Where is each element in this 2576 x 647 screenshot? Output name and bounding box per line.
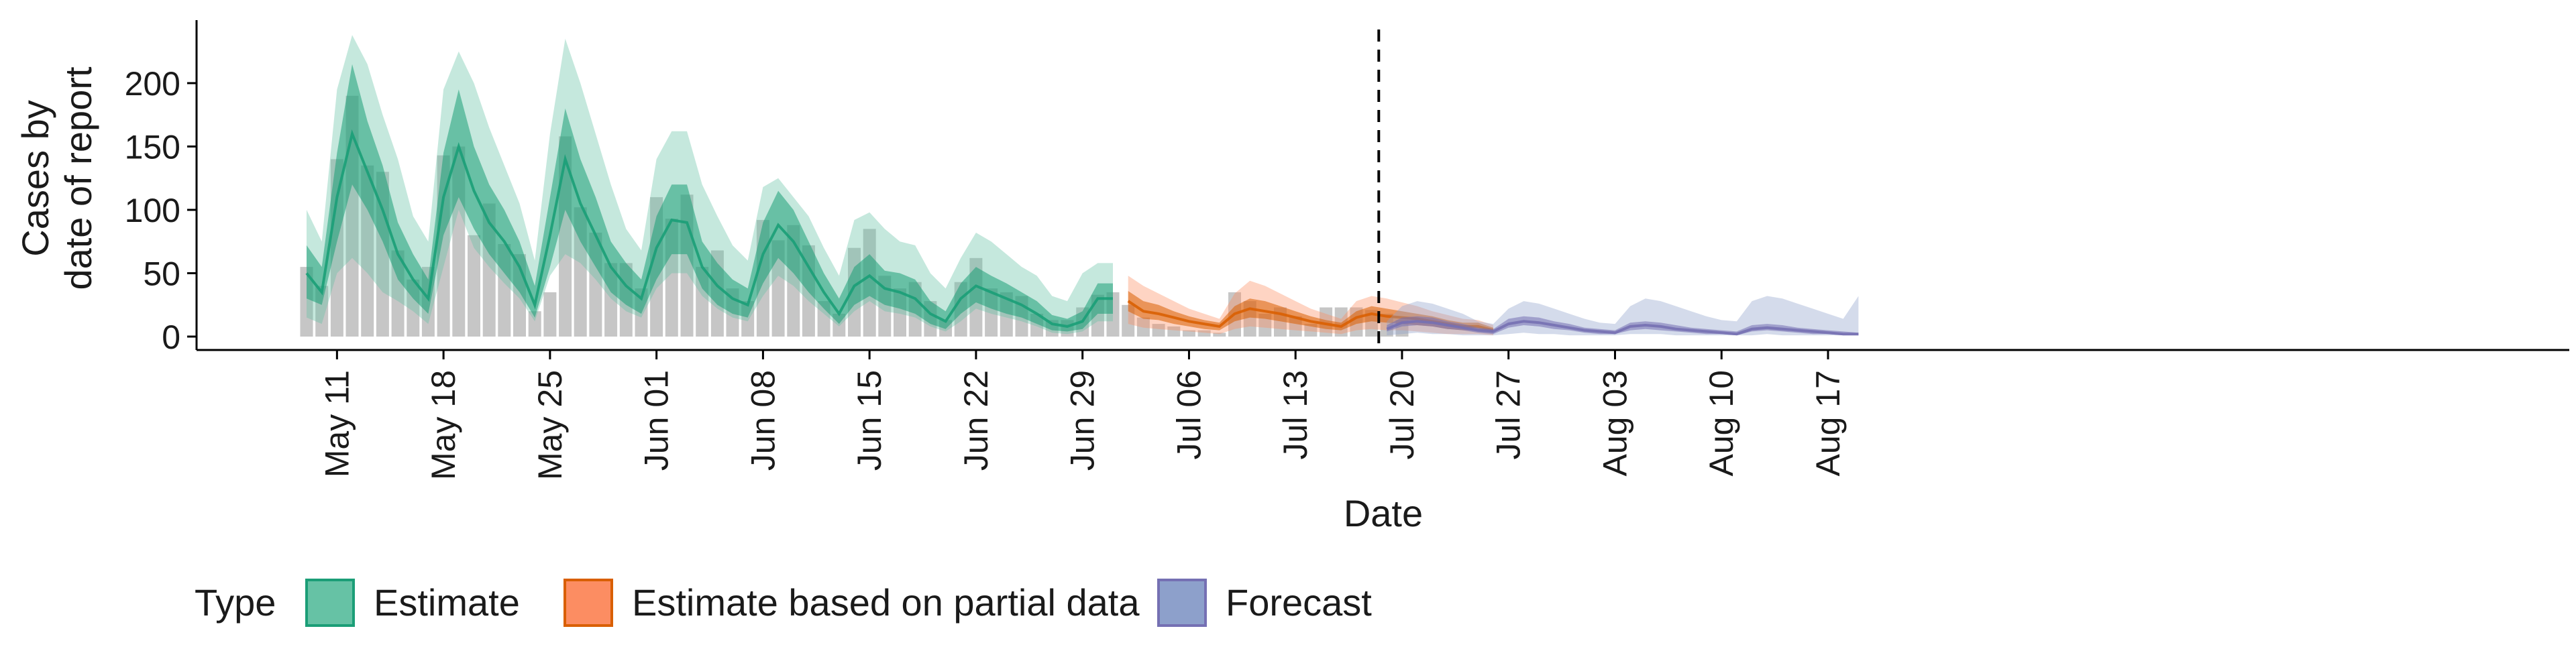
ribbons-layer (305, 35, 1859, 336)
x-tick-label: Aug 03 (1597, 370, 1634, 476)
y-tick-label: 0 (162, 318, 180, 356)
y-tick-label: 200 (125, 65, 180, 103)
series-2-median-line (1386, 320, 1859, 336)
observed-bar (1152, 324, 1165, 337)
legend-label: Estimate based on partial data (632, 581, 1140, 624)
x-tick-label: Jun 01 (638, 370, 676, 471)
observed-bar (1213, 333, 1226, 337)
observed-bar (771, 240, 785, 337)
x-tick-label: Jul 20 (1383, 370, 1421, 459)
y-axis-label-line-2: date of report (57, 66, 99, 290)
x-tick-label: Aug 17 (1809, 370, 1847, 476)
x-axis-label: Date (1344, 492, 1423, 534)
observed-bar (1122, 304, 1135, 337)
observed-bar (1182, 330, 1195, 337)
y-tick-label: 50 (143, 255, 180, 293)
x-tick-label: Jul 06 (1170, 370, 1208, 459)
observed-bar (1136, 317, 1150, 337)
observed-bar (468, 235, 480, 337)
observed-bar (543, 292, 557, 337)
legend-label: Estimate (374, 581, 520, 624)
observed-bar (1258, 314, 1272, 337)
legend-items: Estimate Estimate based on partial data Fo… (305, 579, 1372, 627)
x-tick-label: May 25 (531, 370, 569, 480)
x-tick-label: Jul 27 (1490, 370, 1527, 459)
x-tick-label: Jul 13 (1277, 370, 1314, 459)
legend-swatch (564, 579, 613, 627)
y-tick-label: 150 (125, 129, 180, 166)
series-0-median-line (305, 129, 1113, 328)
x-tick-label: May 18 (425, 370, 462, 480)
legend-swatch (1157, 579, 1207, 627)
legend: Type Estimate Estimate based on partial d… (195, 579, 1372, 627)
x-tick-label: May 11 (318, 370, 356, 477)
observed-bar (528, 311, 541, 337)
y-tick-label: 100 (125, 192, 180, 229)
legend-swatch (305, 579, 355, 627)
x-tick-label: Jun 22 (957, 370, 995, 471)
x-tick-label: Jun 29 (1064, 370, 1102, 471)
observed-bar (1167, 326, 1181, 337)
x-tick-label: Aug 10 (1703, 370, 1740, 476)
observed-bar (1304, 324, 1318, 337)
observed-bar (1197, 330, 1211, 337)
series-0-inner-band (307, 64, 1113, 332)
x-tick-label: Jun 08 (744, 370, 782, 471)
legend-title: Type (195, 581, 276, 624)
x-tick-label: Jun 15 (851, 370, 888, 471)
series-2-inner-band (1387, 316, 1859, 336)
y-axis-label-line-1: Cases by (14, 100, 56, 256)
axes-layer: 0 50 100 150 200 May 11 May 18 May 25 Jun 01 Jun … (125, 20, 2569, 480)
legend-label: Forecast (1226, 581, 1372, 624)
